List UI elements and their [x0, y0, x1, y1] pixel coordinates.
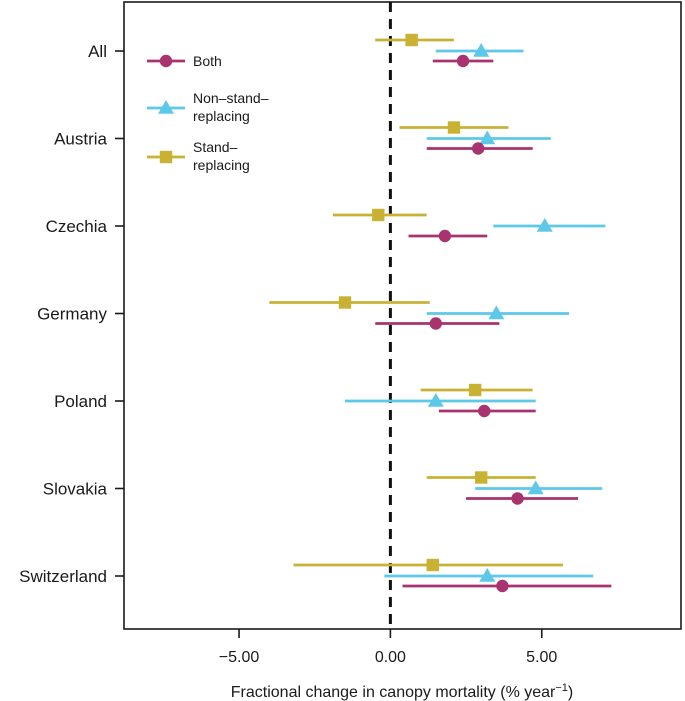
- point-estimate-marker: [496, 579, 509, 593]
- x-axis-label-superscript: −1: [555, 682, 568, 694]
- series-triangle: [344, 43, 606, 582]
- point-estimate-marker: [456, 54, 470, 68]
- point-estimate-marker: [479, 130, 496, 145]
- point-estimate-marker: [338, 296, 352, 309]
- y-tick-label: Slovakia: [43, 480, 108, 499]
- y-tick-label: Germany: [37, 305, 107, 324]
- plot-frame: [123, 1, 682, 630]
- point-estimate-marker: [405, 33, 418, 47]
- point-estimate-marker: [473, 43, 490, 57]
- point-estimate-marker: [429, 317, 442, 330]
- y-tick-label: Switzerland: [19, 567, 107, 586]
- point-estimate-marker: [426, 558, 439, 572]
- x-tick-label: 5.00: [526, 649, 557, 666]
- point-estimate-marker: [468, 383, 482, 397]
- y-tick-label: Poland: [54, 392, 107, 411]
- series-square: [269, 33, 563, 572]
- legend-label: Both: [193, 53, 222, 69]
- point-estimate-marker: [511, 492, 524, 505]
- series-circle: [375, 54, 612, 593]
- point-estimate-marker: [488, 305, 505, 320]
- point-estimate-marker: [438, 229, 452, 243]
- point-estimate-marker: [471, 142, 485, 155]
- point-estimate-marker: [475, 471, 488, 484]
- point-estimate-marker: [447, 121, 461, 134]
- y-tick-label: Czechia: [46, 217, 108, 236]
- point-estimate-marker: [536, 218, 553, 232]
- x-tick-label: 0.00: [375, 649, 406, 666]
- legend: Both Non–stand– replacing Stand– replacing: [147, 53, 269, 173]
- legend-marker: [159, 150, 173, 164]
- legend-label: replacing: [193, 157, 250, 173]
- y-tick-label: Austria: [54, 130, 107, 149]
- legend-marker: [158, 100, 174, 114]
- legend-label: replacing: [193, 108, 250, 124]
- x-axis-label: Fractional change in canopy mortality (%…: [231, 682, 573, 701]
- point-estimate-marker: [478, 404, 491, 418]
- point-estimate-marker: [372, 208, 385, 222]
- point-estimate-marker: [527, 480, 544, 495]
- legend-label: Stand–: [193, 139, 238, 155]
- point-estimate-marker: [427, 393, 444, 407]
- y-tick-label: All: [88, 42, 107, 61]
- x-tick-label: −5.00: [219, 649, 260, 666]
- legend-marker: [159, 54, 173, 68]
- point-estimate-marker: [479, 568, 496, 582]
- legend-label: Non–stand–: [193, 90, 269, 106]
